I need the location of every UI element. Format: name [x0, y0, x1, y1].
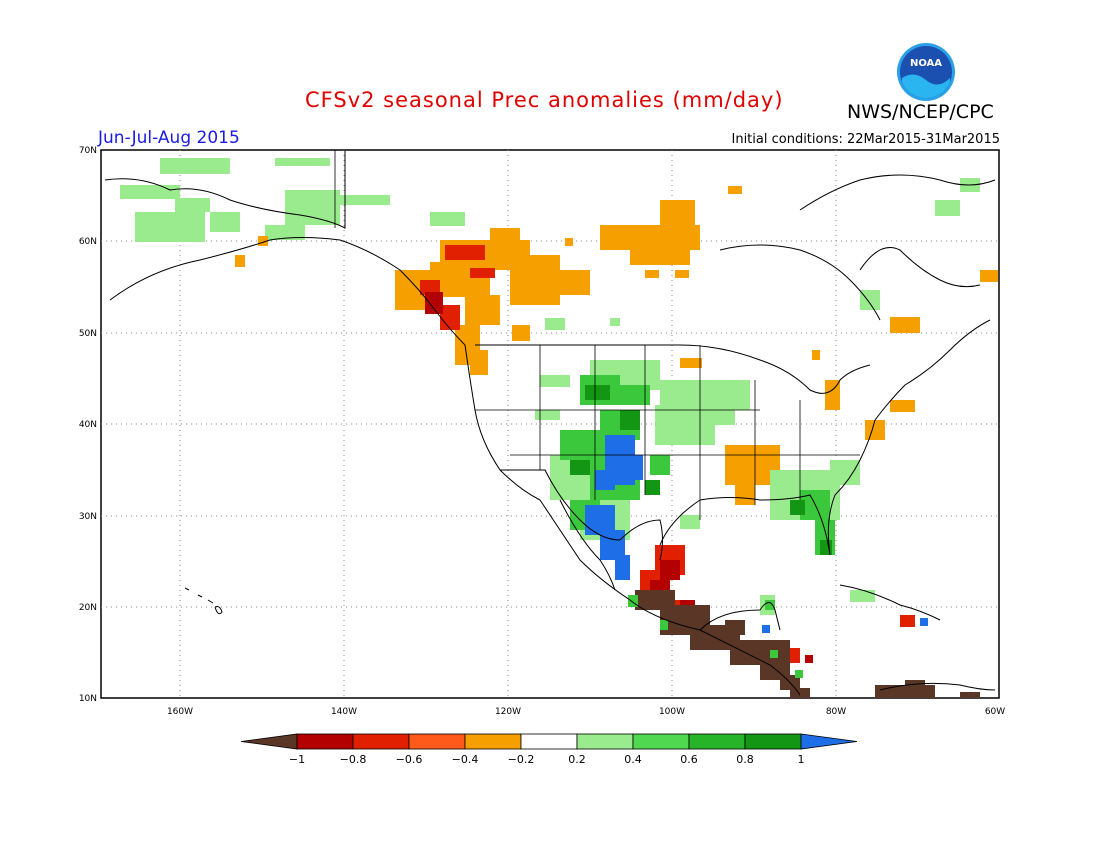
- colorbar-label: 0.8: [736, 753, 754, 766]
- colorbar-segment: [408, 733, 466, 750]
- colorbar-label: −0.4: [452, 753, 479, 766]
- initial-conditions: Initial conditions: 22Mar2015-31Mar2015: [731, 132, 1001, 147]
- colorbar-arrow-right: [800, 733, 858, 750]
- colorbar-segment: [576, 733, 634, 750]
- coastlines: [104, 150, 996, 696]
- colorbar-segment: [520, 733, 578, 750]
- colorbar-label: 0.2: [568, 753, 586, 766]
- lon-label: 60W: [985, 707, 1005, 717]
- longitude-labels: 160W 140W 120W 100W 80W 60W: [167, 707, 1005, 717]
- colorbar-arrow-left: [240, 733, 298, 750]
- colorbar-label: 0.6: [680, 753, 698, 766]
- lat-label: 70N: [79, 146, 97, 156]
- colorbar-label: −0.6: [396, 753, 423, 766]
- colorbar-label: 1: [798, 753, 805, 766]
- map-title: CFSv2 seasonal Prec anomalies (mm/day): [305, 88, 784, 112]
- latitude-labels: 70N 60N 50N 40N 30N 20N 10N: [79, 146, 97, 704]
- state-borders: [334, 150, 860, 520]
- lon-label: 140W: [331, 707, 357, 717]
- agency-label: NWS/NCEP/CPC: [847, 101, 994, 123]
- noaa-logo-icon: NOAA: [897, 43, 955, 101]
- colorbar-label: −0.8: [340, 753, 367, 766]
- colorbar-label: 0.4: [624, 753, 642, 766]
- lon-label: 160W: [167, 707, 193, 717]
- lat-label: 60N: [79, 237, 97, 247]
- hawaii: [184, 587, 223, 615]
- forecast-period: Jun-Jul-Aug 2015: [98, 128, 240, 148]
- lat-label: 20N: [79, 603, 97, 613]
- lat-label: 30N: [79, 512, 97, 522]
- colorbar-segment: [296, 733, 354, 750]
- lon-label: 100W: [659, 707, 685, 717]
- anomaly-patches: [120, 158, 998, 698]
- colorbar-segment: [632, 733, 690, 750]
- colorbar: −1 −0.8 −0.6 −0.4 −0.2 0.2 0.4 0.6 0.8 1: [240, 733, 858, 766]
- logo-text: NOAA: [910, 58, 942, 69]
- colorbar-label: −1: [289, 753, 305, 766]
- colorbar-segment: [688, 733, 746, 750]
- lat-label: 50N: [79, 329, 97, 339]
- colorbar-segment: [352, 733, 410, 750]
- map-frame: [100, 149, 1000, 699]
- colorbar-segment: [744, 733, 802, 750]
- colorbar-segment: [464, 733, 522, 750]
- lon-label: 120W: [495, 707, 521, 717]
- colorbar-label: −0.2: [508, 753, 535, 766]
- lat-label: 40N: [79, 420, 97, 430]
- lon-label: 80W: [826, 707, 846, 717]
- lat-label: 10N: [79, 694, 97, 704]
